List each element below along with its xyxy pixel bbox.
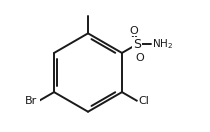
Text: NH$_2$: NH$_2$ xyxy=(152,37,173,51)
Text: O: O xyxy=(129,26,138,36)
Text: Cl: Cl xyxy=(139,96,150,106)
Text: O: O xyxy=(135,53,144,63)
Text: Br: Br xyxy=(25,96,37,106)
Text: S: S xyxy=(133,38,141,51)
